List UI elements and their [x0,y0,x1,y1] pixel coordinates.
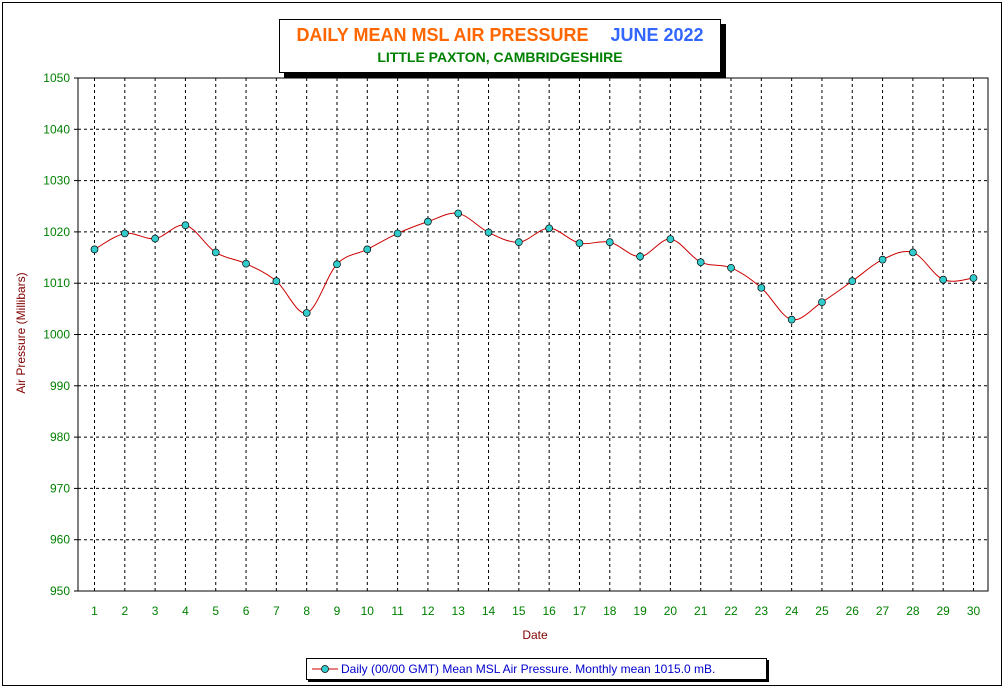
x-tick-label: 25 [815,604,829,618]
plot-border [77,77,989,592]
data-point [818,298,826,307]
x-tick-label: 27 [876,604,890,618]
chart-subtitle: LITTLE PAXTON, CAMBRIDGESHIRE [377,49,623,65]
data-point [454,209,463,218]
data-point [909,248,917,257]
y-tick-label: 1050 [43,71,70,85]
x-tick-label: 10 [361,604,375,618]
data-point [120,229,129,238]
data-point [424,217,432,226]
y-tick-label: 1010 [43,276,70,290]
title-box: DAILY MEAN MSL AIR PRESSURE JUNE 2022 LIT… [279,19,721,73]
chart-title-month: JUNE 2022 [610,25,704,45]
y-axis-label: Air Pressure (Millibars) [14,272,28,394]
x-tick-label: 8 [303,604,310,618]
x-tick-label: 18 [603,604,617,618]
y-tick-label: 950 [50,584,70,598]
y-tick-label: 960 [50,533,70,547]
x-tick-label: 17 [573,604,587,618]
data-point [242,259,250,268]
pressure-line [94,212,974,321]
data-point [272,277,281,285]
y-tick-label: 990 [50,379,70,393]
chart-title: DAILY MEAN MSL AIR PRESSURE [296,25,589,45]
data-point [787,315,796,324]
x-tick-label: 1 [91,604,98,618]
data-point [211,248,220,257]
y-tick-label: 1020 [43,225,70,239]
x-tick-label: 12 [421,604,435,618]
x-tick-label: 14 [482,604,496,618]
x-tick-label: 21 [694,604,708,618]
x-tick-label: 4 [182,604,189,618]
x-tick-label: 16 [542,604,556,618]
data-point [636,252,644,261]
x-tick-label: 26 [846,604,860,618]
x-tick-label: 9 [334,604,341,618]
data-point [181,221,190,230]
data-point [333,260,341,269]
data-point [484,228,493,237]
data-point [545,224,554,233]
x-tick-label: 7 [273,604,280,618]
x-tick-label: 13 [452,604,466,618]
data-point [727,263,735,272]
data-point [363,245,372,254]
legend-label: Daily (00/00 GMT) Mean MSL Air Pressure.… [341,662,716,676]
x-tick-label: 6 [243,604,250,618]
y-tick-label: 980 [50,430,70,444]
x-tick-label: 23 [755,604,769,618]
y-tick-label: 970 [50,481,70,495]
x-tick-label: 30 [967,604,981,618]
x-tick-label: 24 [785,604,799,618]
y-tick-label: 1030 [43,174,70,188]
data-point [393,229,402,238]
data-point [969,274,978,282]
x-tick-label: 20 [664,604,678,618]
data-point [666,235,675,243]
x-tick-label: 2 [121,604,128,618]
legend: Daily (00/00 GMT) Mean MSL Air Pressure.… [306,658,767,680]
data-point [151,234,159,243]
data-point [575,239,584,248]
data-point [878,255,887,264]
x-tick-label: 28 [906,604,920,618]
data-point [514,238,523,247]
legend-swatch [312,665,338,673]
data-point [90,245,99,254]
data-point [696,258,705,267]
x-tick-label: 5 [212,604,219,618]
x-tick-label: 11 [391,604,404,618]
data-point [939,275,948,284]
x-tick-label: 19 [633,604,647,618]
data-point [757,283,766,292]
data-point [848,277,857,285]
y-tick-label: 1000 [43,328,70,342]
x-tick-label: 22 [724,604,738,618]
x-tick-label: 3 [152,604,159,618]
data-point [302,309,311,317]
x-tick-label: 15 [512,604,526,618]
y-tick-label: 1040 [43,122,70,136]
data-point [605,238,614,247]
x-axis-label: Date [522,628,548,642]
x-tick-label: 29 [937,604,951,618]
